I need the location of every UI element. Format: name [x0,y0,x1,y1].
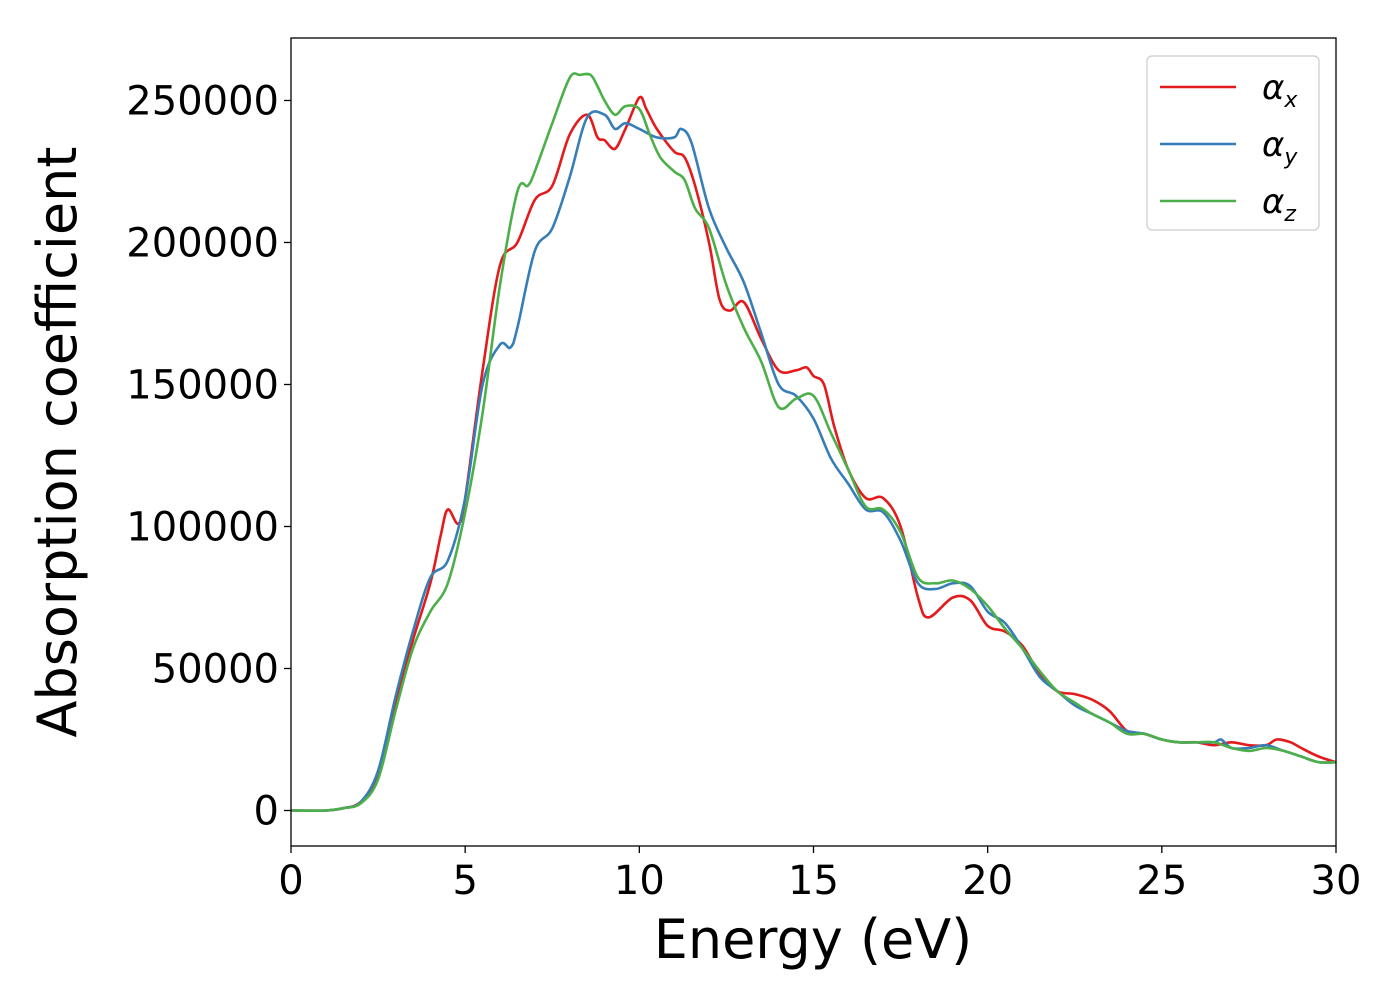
y-tick-label: 200000 [126,220,279,266]
x-tick-label: 15 [788,858,839,904]
series-line-z [290,72,1337,812]
y-axis-label: Absorption coefficient [26,147,89,738]
y-axis-ticks: 0 50000 100000 150000 200000 250000 [126,78,291,834]
x-axis-ticks: 0 5 10 15 20 25 30 [278,846,1361,904]
y-tick-label: 250000 [126,78,279,124]
x-tick-label: 30 [1311,858,1362,904]
x-tick-label: 5 [452,858,477,904]
y-tick-label: 0 [254,788,279,834]
legend-label-x: αx [1262,68,1298,113]
x-tick-label: 10 [614,858,665,904]
x-tick-label: 25 [1136,858,1187,904]
legend-label-z: αz [1262,182,1296,227]
x-tick-label: 0 [278,858,303,904]
legend: αx αy αz [1146,55,1320,231]
series-layer [290,72,1337,812]
y-tick-label: 50000 [152,646,279,692]
x-tick-label: 20 [962,858,1013,904]
y-tick-label: 100000 [126,504,279,550]
x-axis-label: Energy (eV) [654,908,973,971]
legend-label-y: αy [1262,125,1298,170]
y-tick-label: 150000 [126,362,279,408]
